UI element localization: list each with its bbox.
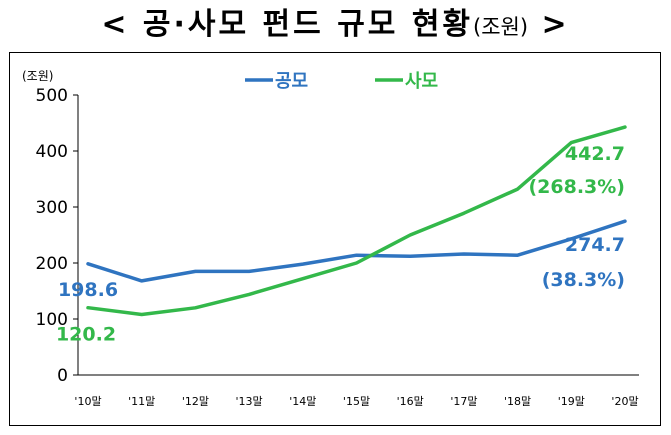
data-label: 198.6: [58, 279, 118, 301]
data-label: 442.7: [565, 143, 625, 165]
x-tick-label: '15말: [343, 395, 370, 408]
series-line-public: [86, 219, 627, 283]
y-tick-label: 400: [36, 142, 68, 162]
x-tick-label: '13말: [236, 395, 263, 408]
x-tick-label: '11말: [128, 395, 155, 408]
data-label: 120.2: [56, 324, 116, 346]
x-tick-label: '20말: [611, 395, 638, 408]
title-text: 공·사모 펀드 규모 현황: [142, 7, 474, 42]
x-tick-label: '12말: [182, 395, 209, 408]
legend-entry: 공모: [275, 71, 308, 92]
chart-frame: [9, 52, 661, 426]
x-tick-label: '10말: [74, 395, 101, 408]
y-tick-label: 500: [36, 86, 68, 106]
x-tick-label: '14말: [289, 395, 316, 408]
data-label: (38.3%): [542, 269, 625, 291]
y-unit-label: (조원): [22, 69, 53, 83]
title-left-bracket: <: [101, 7, 130, 42]
title-unit: (조원): [473, 15, 529, 39]
data-label: 274.7: [565, 234, 625, 256]
y-tick-label: 200: [36, 254, 68, 274]
x-tick-label: '16말: [397, 395, 424, 408]
x-tick-label: '19말: [558, 395, 585, 408]
chart-title: < 공·사모 펀드 규모 현황(조원) >: [0, 2, 671, 48]
y-tick-label: 300: [36, 198, 68, 218]
x-tick-label: '17말: [450, 395, 477, 408]
data-label: (268.3%): [528, 176, 625, 198]
y-tick-label: 100: [36, 310, 68, 330]
legend-entry: 사모: [405, 71, 438, 92]
title-right-bracket: >: [541, 7, 570, 42]
x-tick-label: '18말: [504, 395, 531, 408]
y-tick-label: 0: [57, 366, 68, 386]
series-line-private: [86, 125, 627, 317]
